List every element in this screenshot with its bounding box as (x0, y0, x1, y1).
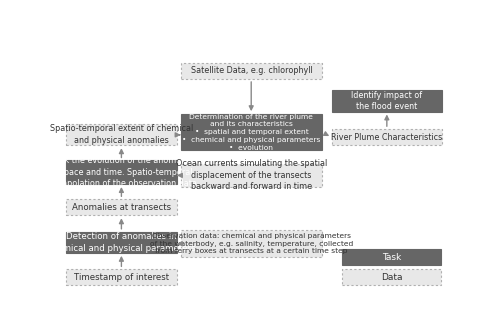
FancyBboxPatch shape (180, 164, 322, 187)
Text: Satellite Data, e.g. chlorophyll: Satellite Data, e.g. chlorophyll (190, 66, 312, 75)
Text: Detection of anomalies in
chemical and physical parameters: Detection of anomalies in chemical and p… (48, 232, 196, 253)
Text: Data: Data (381, 273, 402, 282)
FancyBboxPatch shape (66, 232, 177, 253)
FancyBboxPatch shape (342, 269, 441, 285)
Text: Task: Task (382, 253, 402, 262)
FancyBboxPatch shape (66, 160, 177, 184)
Text: Track the evolution of the anomalies
in space and time. Spatio-temporal
extrapol: Track the evolution of the anomalies in … (46, 156, 197, 188)
FancyBboxPatch shape (180, 114, 322, 150)
FancyBboxPatch shape (332, 90, 442, 111)
Text: Determination of the river plume
and its characteristics
•  spatial and temporal: Determination of the river plume and its… (182, 114, 320, 151)
FancyBboxPatch shape (332, 129, 442, 145)
FancyBboxPatch shape (66, 269, 177, 285)
FancyBboxPatch shape (180, 230, 322, 257)
FancyBboxPatch shape (66, 199, 177, 215)
Text: River Plume Characteristics: River Plume Characteristics (332, 133, 442, 142)
Text: Anomalies at transects: Anomalies at transects (72, 203, 171, 212)
Text: Timestamp of interest: Timestamp of interest (74, 273, 169, 282)
Text: Identify impact of
the flood event: Identify impact of the flood event (352, 91, 422, 111)
Text: Ocean currents simulating the spatial
displacement of the transects
backward and: Ocean currents simulating the spatial di… (176, 160, 327, 191)
FancyBboxPatch shape (66, 124, 177, 145)
Text: Spatio-temporal extent of chemical
and physical anomalies: Spatio-temporal extent of chemical and p… (50, 124, 193, 145)
FancyBboxPatch shape (342, 249, 441, 266)
Text: Observation data: chemical and physical parameters
of the waterbody, e.g. salini: Observation data: chemical and physical … (150, 233, 353, 254)
FancyBboxPatch shape (180, 63, 322, 79)
